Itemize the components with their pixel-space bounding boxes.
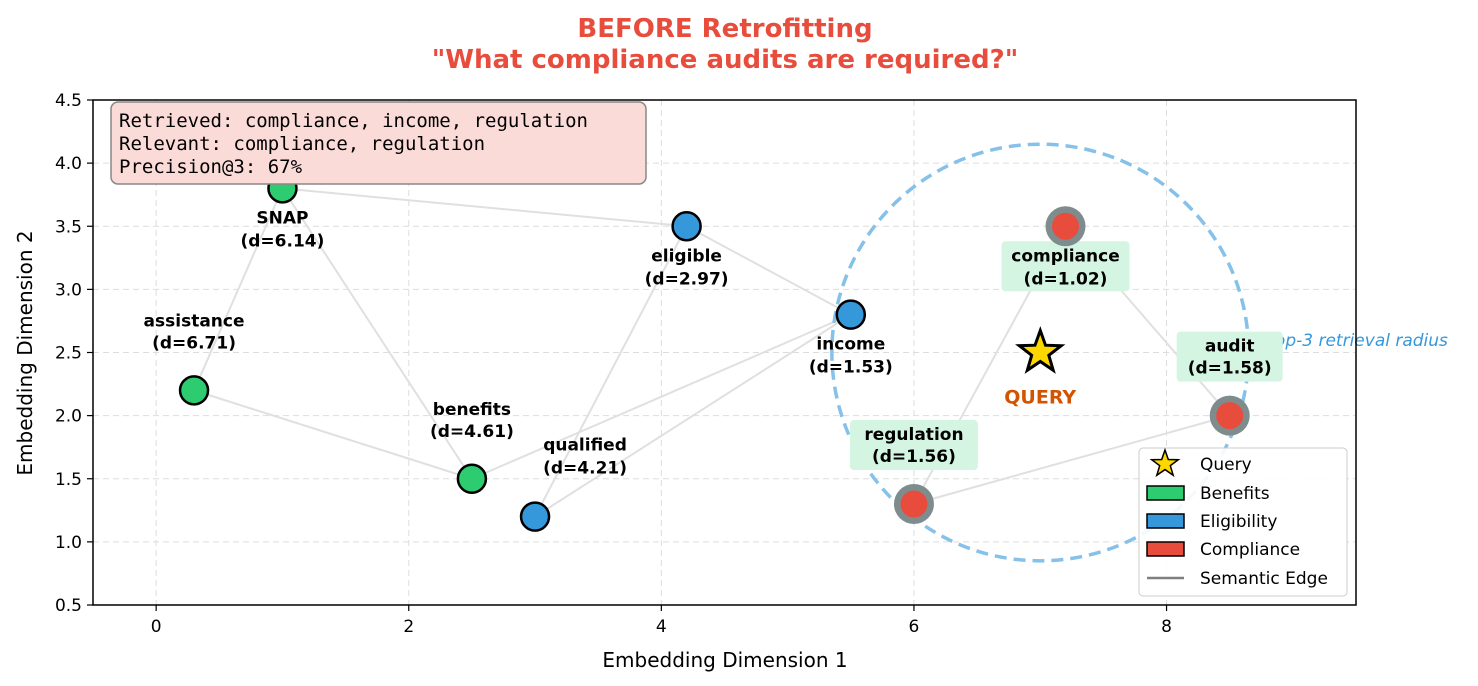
highlight-box	[1001, 241, 1130, 292]
info-box-precision: Precision@3: 67%	[119, 156, 303, 178]
x-tick-label: 8	[1161, 617, 1172, 637]
semantic-edge-SNAP-assistance	[193, 187, 284, 391]
x-tick-label: 6	[909, 617, 920, 637]
point-distance: (d=6.71)	[152, 333, 236, 353]
y-tick-label: 3.5	[55, 217, 82, 237]
x-tick-label: 4	[656, 617, 667, 637]
legend-eligibility-swatch	[1146, 513, 1185, 529]
query-marker: QUERY	[1004, 326, 1076, 409]
y-tick-label: 3.0	[55, 280, 82, 300]
legend-compliance-label: Compliance	[1200, 540, 1300, 560]
y-axis-label: Embedding Dimension 2	[13, 230, 37, 475]
info-box-background	[110, 101, 647, 185]
y-tick-label: 0.5	[55, 596, 82, 616]
query-label: QUERY	[1004, 387, 1076, 409]
point-label-assistance: assistance(d=6.71)	[144, 311, 245, 353]
legend-benefits-label: Benefits	[1200, 484, 1270, 504]
legend-query-label: Query	[1200, 455, 1252, 475]
point-audit	[1216, 402, 1244, 430]
point-distance: (d=1.53)	[809, 358, 893, 378]
point-label-audit: audit(d=1.58)	[1176, 331, 1283, 382]
highlight-box	[1176, 331, 1283, 382]
point-label-compliance: compliance (d=1.02)	[1001, 241, 1130, 292]
legend-compliance-swatch	[1146, 541, 1185, 557]
semantic-edge-assistance-benefits	[193, 389, 473, 480]
point-distance: (d=4.61)	[430, 422, 514, 442]
highlight-box	[849, 420, 978, 470]
point-distance: (d=1.02)	[1024, 269, 1108, 289]
point-distance: (d=4.21)	[543, 459, 627, 479]
semantic-edge-qualified-income	[534, 313, 852, 518]
legend-frame	[1138, 447, 1348, 597]
legend: Query Benefits Eligibility Compliance Se…	[1138, 447, 1348, 597]
point-name: qualified	[543, 436, 627, 456]
semantic-edge-SNAP-eligible	[282, 187, 687, 228]
point-label-benefits: benefits(d=4.61)	[430, 400, 514, 442]
point-name: income	[816, 335, 885, 355]
y-tick-label: 2.0	[55, 407, 82, 427]
point-label-SNAP: SNAP (d=6.14)	[240, 208, 324, 251]
point-benefits	[456, 463, 488, 494]
y-tick-label: 1.5	[55, 470, 82, 490]
y-tick-label: 1.0	[55, 533, 82, 553]
legend-query-star-icon	[1149, 447, 1181, 478]
info-box-retrieved: Retrieved: compliance, income, regulatio…	[119, 110, 588, 132]
point-name: eligible	[651, 246, 722, 266]
chart-title-line2: "What compliance audits are required?"	[432, 45, 1019, 75]
point-label-eligible: eligible (d=2.97)	[645, 246, 729, 289]
point-name: assistance	[144, 311, 245, 331]
retrieval-radius-label: Top-3 retrieval radius	[1267, 331, 1448, 351]
point-name: SNAP	[256, 208, 308, 228]
semantic-edge-regulation-audit	[913, 414, 1230, 505]
y-tick-label: 4.0	[55, 154, 82, 174]
point-distance: (d=6.14)	[240, 231, 324, 251]
point-name: audit	[1205, 337, 1255, 357]
point-distance: (d=1.58)	[1188, 359, 1272, 379]
info-box-relevant: Relevant: compliance, regulation	[119, 133, 485, 155]
point-compliance	[1052, 212, 1080, 240]
legend-benefits-swatch	[1146, 485, 1185, 501]
point-label-qualified: qualified (d=4.21)	[543, 436, 627, 479]
legend-edge-label: Semantic Edge	[1200, 569, 1328, 589]
semantic-edge-eligible-qualified	[534, 225, 688, 518]
point-labels: SNAP(d=6.14)assistance(d=6.71)benefits(d…	[144, 208, 1283, 479]
point-assistance	[178, 375, 210, 406]
data-points	[178, 173, 1250, 532]
semantic-edge-SNAP-benefits	[281, 187, 473, 480]
legend-eligibility-label: Eligibility	[1200, 512, 1277, 532]
x-tick-label: 2	[403, 617, 414, 637]
x-tick-label: 0	[151, 617, 162, 637]
semantic-edge-eligible-income	[686, 225, 852, 316]
point-distance: (d=2.97)	[645, 269, 729, 289]
y-tick-label: 4.5	[55, 91, 82, 111]
semantic-edge-benefits-income	[471, 313, 852, 480]
point-eligible	[671, 211, 702, 242]
y-tick-label: 2.5	[55, 344, 82, 364]
point-name: benefits	[433, 400, 511, 420]
point-distance: (d=1.56)	[872, 447, 956, 467]
query-star-icon	[1015, 326, 1066, 374]
point-label-regulation: regulation(d=1.56)	[849, 420, 978, 470]
axis-ticks: 0 2 4 6 8 0.5 1.0 1.5 2.0 2.5 3.0 3.5 4.0 4.5	[55, 91, 1172, 637]
chart-title-line1: BEFORE Retrofitting	[577, 14, 872, 44]
point-label-income: income (d=1.53)	[809, 335, 893, 378]
point-regulation	[900, 490, 928, 518]
point-qualified	[519, 501, 551, 532]
x-axis-label: Embedding Dimension 1	[602, 648, 847, 672]
info-box: Retrieved: compliance, income, regulatio…	[110, 101, 647, 185]
point-name: compliance	[1011, 246, 1119, 266]
point-income	[835, 299, 867, 330]
point-name: regulation	[864, 425, 963, 445]
